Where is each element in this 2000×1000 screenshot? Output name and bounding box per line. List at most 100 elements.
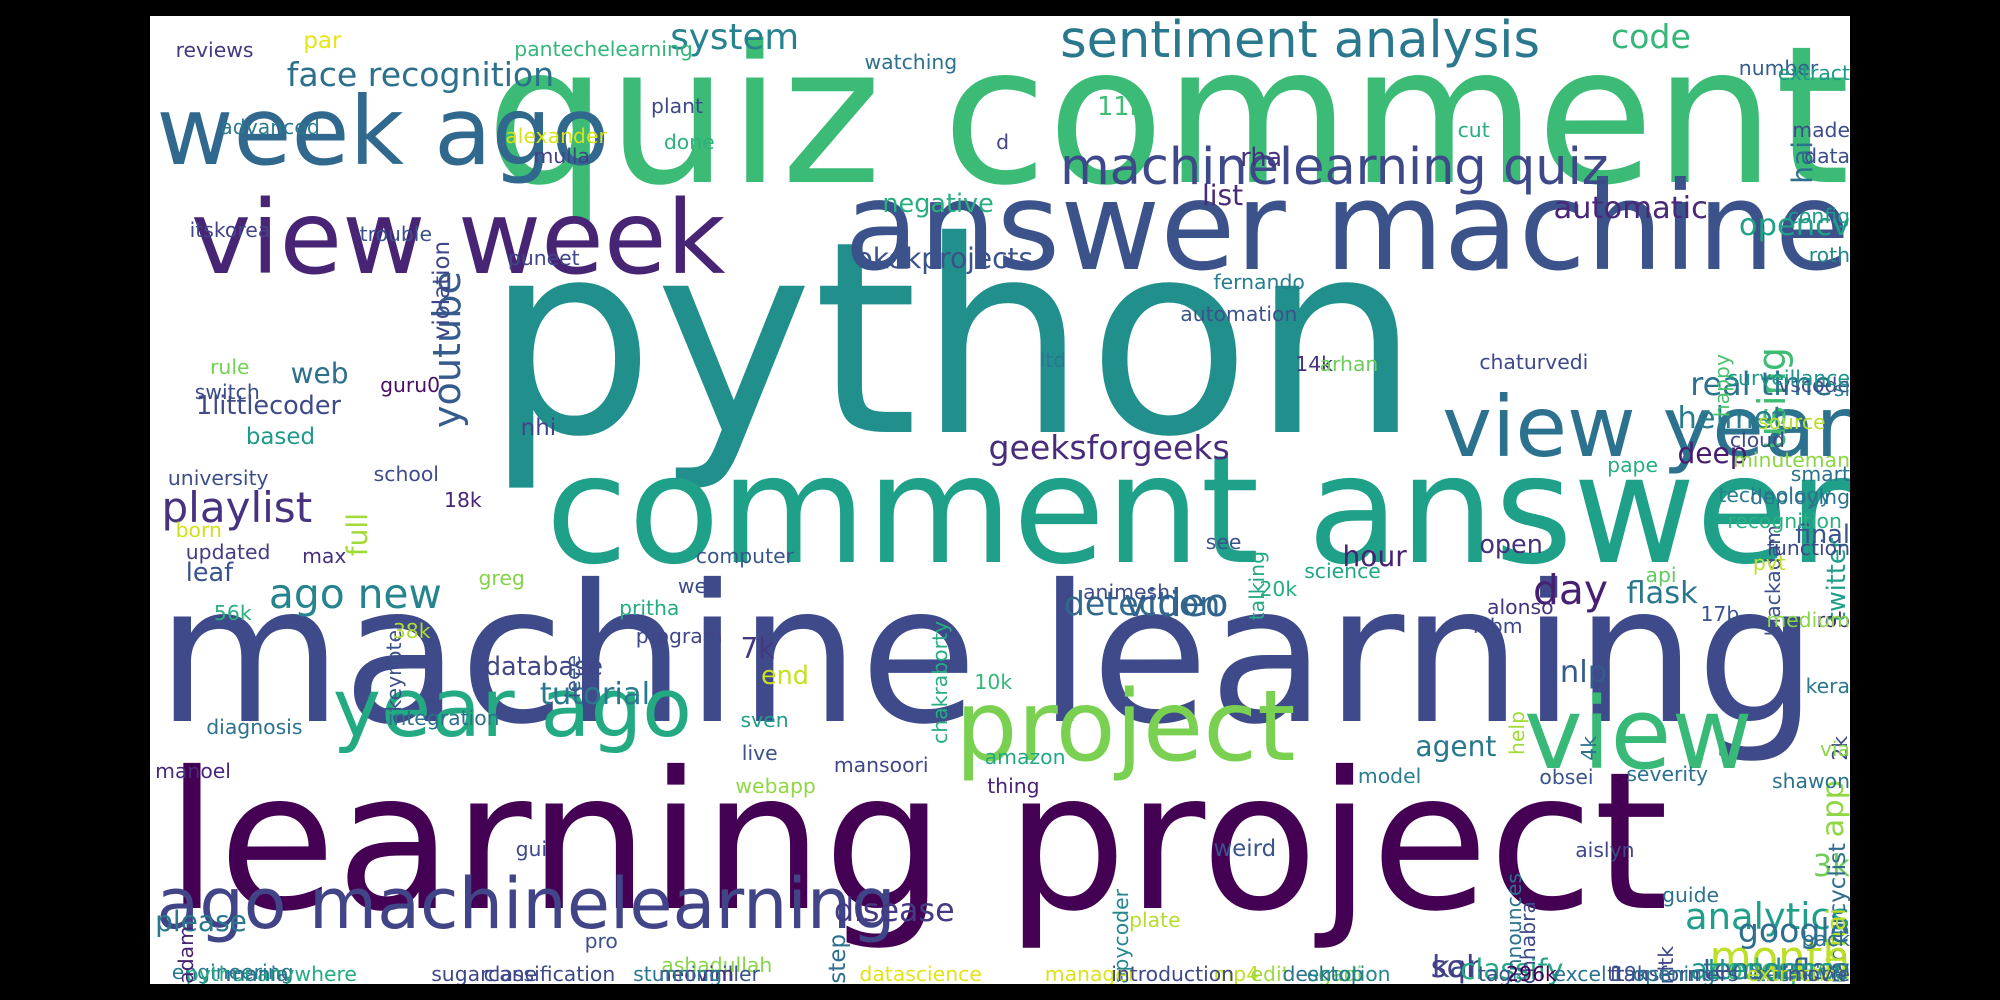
cloud-word: updated xyxy=(185,540,271,565)
cloud-word: tutorial xyxy=(539,676,651,712)
word-cloud: python machine learning learning project qu… xyxy=(150,16,1850,984)
cloud-word: leaf xyxy=(185,558,234,589)
cloud-word: done xyxy=(663,129,715,154)
cloud-word: machine learning xyxy=(156,545,1818,768)
cloud-word: live xyxy=(741,741,778,766)
cloud-word: based xyxy=(245,424,316,451)
cloud-word: video xyxy=(1123,582,1229,627)
cloud-word: excel xyxy=(1553,961,1607,984)
cloud-word: school xyxy=(373,462,439,487)
cloud-word: source xyxy=(1757,410,1826,435)
cloud-word: pape xyxy=(1607,453,1658,478)
cloud-word: plant xyxy=(651,94,703,119)
cloud-word: 10k xyxy=(974,669,1013,694)
cloud-word: mania xyxy=(225,961,289,984)
cloud-word: made xyxy=(1792,118,1850,143)
cloud-word: via xyxy=(1819,737,1850,762)
cloud-word: 7k xyxy=(740,632,775,665)
cloud-word: machinelearning quiz xyxy=(1060,138,1609,198)
cloud-word: thing xyxy=(987,774,1040,799)
cloud-word: cut xyxy=(1457,118,1490,143)
cloud-word: edit xyxy=(1250,961,1290,984)
cloud-word: ieee xyxy=(560,655,585,699)
cloud-word: recognition xyxy=(1727,509,1842,534)
cloud-word: severity xyxy=(1626,761,1709,786)
cloud-word: pritha xyxy=(619,596,680,621)
cloud-word: view xyxy=(1524,676,1753,792)
cloud-word: neovim xyxy=(658,961,735,984)
cloud-word: sven xyxy=(740,708,789,733)
cloud-word: 56k xyxy=(213,601,252,626)
cloud-word: d xyxy=(996,129,1010,154)
cloud-word: google xyxy=(1737,910,1850,950)
cloud-word: coderpros xyxy=(1710,952,1850,984)
cloud-word: 4k xyxy=(1577,735,1602,761)
cloud-word: ago machinelearning xyxy=(156,863,896,946)
cloud-word: guide xyxy=(1662,882,1720,907)
cloud-word: please xyxy=(155,904,247,938)
cloud-word: aislyn xyxy=(1575,838,1635,863)
cloud-word: quiz comment xyxy=(485,16,1850,229)
cloud-word: rob xyxy=(1816,607,1850,632)
cloud-word: list xyxy=(1201,178,1244,212)
cloud-word: pythonanywhere xyxy=(185,961,357,984)
cloud-word: sql xyxy=(1430,950,1475,984)
cloud-word: extraction xyxy=(1746,961,1850,984)
cloud-word: python xyxy=(484,185,1421,497)
cloud-word: helmet xyxy=(1677,401,1785,437)
cloud-word: alexander xyxy=(505,123,607,148)
cloud-word: database xyxy=(484,652,603,683)
cloud-word: ago new xyxy=(268,569,442,618)
cloud-word: deep xyxy=(1677,437,1748,471)
cloud-word: nhi xyxy=(520,415,557,442)
cloud-word: 11k xyxy=(1097,91,1145,122)
cloud-word: smart xyxy=(1790,462,1850,487)
cloud-word: advanced xyxy=(220,114,320,139)
cloud-word: web xyxy=(290,356,349,390)
cloud-word: watching xyxy=(864,49,958,74)
cloud-word: engineering xyxy=(171,960,294,984)
cloud-word: reviews xyxy=(175,38,254,63)
cloud-word: 3k xyxy=(1812,848,1850,884)
cloud-word: deploying xyxy=(1749,485,1850,510)
cloud-word: 18k xyxy=(443,487,482,512)
cloud-word: 14k xyxy=(1295,351,1333,376)
cloud-word: disease xyxy=(833,890,955,929)
cloud-word: integration xyxy=(387,705,500,730)
cloud-word: nlp xyxy=(1559,654,1608,690)
cloud-word: pvt xyxy=(1752,551,1786,576)
cloud-word: gui xyxy=(515,836,548,861)
cloud-word: chaturvedi xyxy=(1479,350,1589,375)
cloud-word: miller xyxy=(702,961,760,984)
cloud-word: mansoori xyxy=(833,752,929,777)
cloud-word: stunning xyxy=(633,961,722,984)
cloud-word: extract xyxy=(1777,61,1850,86)
cloud-word: ft xyxy=(1609,961,1625,984)
cloud-word: emotion xyxy=(1306,961,1391,984)
cloud-word: plate xyxy=(1129,908,1181,933)
cloud-word: face recognition xyxy=(286,55,555,95)
cloud-word: adam xyxy=(173,926,198,984)
cloud-word: rha xyxy=(1240,142,1283,173)
cloud-word: chakraborty xyxy=(927,621,952,744)
cloud-word: attendance xyxy=(1690,952,1850,984)
cloud-word: geeksforgeeks xyxy=(988,428,1230,468)
cloud-word: api xyxy=(1645,562,1677,587)
cloud-word: number xyxy=(1738,56,1819,81)
cloud-word: amazon xyxy=(984,745,1066,770)
cloud-word: arhan xyxy=(1319,351,1379,376)
cloud-word: gadi xyxy=(1318,961,1363,984)
cloud-word: 296k xyxy=(1506,961,1557,984)
cloud-word: kar xyxy=(1432,950,1481,984)
cloud-word: automation xyxy=(1180,301,1298,326)
cloud-word: final xyxy=(1795,519,1850,550)
cloud-word: sl xyxy=(1833,377,1850,401)
cloud-word: playlist xyxy=(161,483,313,533)
cloud-word: diagnosis xyxy=(206,714,303,739)
cloud-word: online xyxy=(1752,961,1815,984)
cloud-word: desktop xyxy=(1282,961,1364,984)
cloud-word: hour xyxy=(1342,540,1407,574)
cloud-word: shawon xyxy=(1772,769,1850,794)
cloud-word: opening xyxy=(1632,961,1715,984)
cloud-word: classification xyxy=(483,961,616,984)
